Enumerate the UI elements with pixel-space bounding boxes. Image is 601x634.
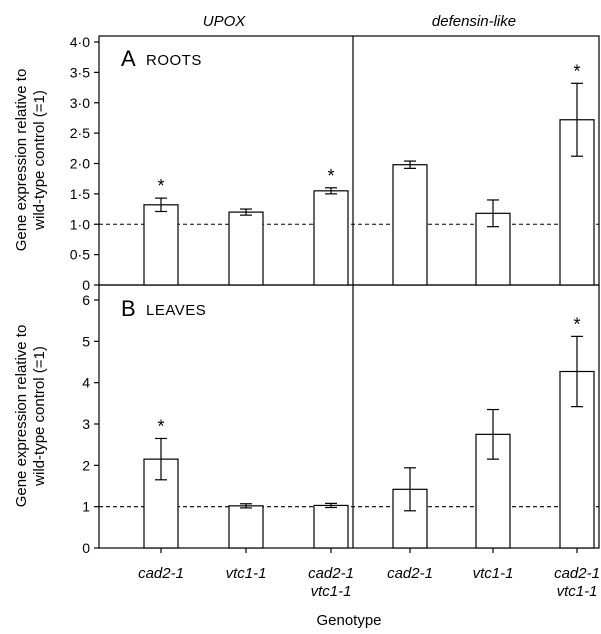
bar (143, 204, 179, 286)
x-category-label: vtc1-1 (473, 565, 514, 582)
x-category-label: cad2-1 (138, 565, 184, 582)
panel-a-ylabel-line2: wild-type control (=1) (31, 90, 48, 231)
panel-a-ylabel-line1: Gene expression relative to (13, 69, 30, 252)
x-category-label: vtc1-1 (557, 583, 598, 600)
y-tick-label: 3 (82, 416, 90, 432)
y-tick-label: 0 (82, 540, 90, 556)
y-tick-label: 6 (82, 292, 90, 308)
y-tick-label: 5 (82, 333, 90, 349)
y-tick-label: 1·5 (70, 186, 90, 202)
y-tick-label: 0·5 (70, 247, 90, 263)
x-category-label: cad2-1 (387, 565, 433, 582)
y-tick-label: 4 (82, 375, 90, 391)
group-title-upox: UPOX (203, 13, 247, 30)
significance-star: * (157, 416, 164, 436)
bar (392, 164, 428, 286)
y-tick-label: 3·5 (70, 64, 90, 80)
y-tick-label: 4·0 (70, 34, 90, 50)
bar (228, 211, 264, 286)
x-category-label: vtc1-1 (311, 583, 352, 600)
significance-star: * (327, 166, 334, 186)
significance-star: * (157, 176, 164, 196)
y-tick-label: 1 (82, 499, 90, 515)
panel-b-ylabel-line2: wild-type control (=1) (31, 346, 48, 487)
panel-b-letter: B (121, 296, 136, 321)
x-category-label: vtc1-1 (226, 565, 267, 582)
panel-b-name: LEAVES (146, 302, 206, 319)
panel-b-ylabel: Gene expression relative to wild-type co… (13, 325, 48, 508)
panel-a-name: ROOTS (146, 52, 202, 69)
x-category-label: cad2-1 (308, 565, 354, 582)
y-tick-label: 2 (82, 457, 90, 473)
y-tick-label: 0 (82, 277, 90, 293)
bar (313, 504, 349, 549)
panel-b-plot: 0 1 2 3 4 5 6 * * (82, 292, 599, 556)
y-tick-label: 2·0 (70, 156, 90, 172)
bar (313, 190, 349, 286)
panel-a-letter: A (121, 46, 136, 71)
y-tick-label: 2·5 (70, 125, 90, 141)
significance-star: * (573, 61, 580, 81)
y-tick-label: 3·0 (70, 95, 90, 111)
panel-b-frame (98, 284, 600, 549)
bar (228, 505, 264, 549)
group-title-defensin: defensin-like (432, 13, 516, 30)
significance-star: * (573, 314, 580, 334)
panel-b-ylabel-line1: Gene expression relative to (13, 325, 30, 508)
panel-a-plot: 0 0·5 1·0 1·5 2·0 2·5 3·0 3·5 4·0 * * * (70, 34, 599, 293)
x-axis-title: Genotype (316, 612, 381, 629)
y-tick-label: 1·0 (70, 216, 90, 232)
panel-a-ylabel: Gene expression relative to wild-type co… (13, 69, 48, 252)
x-category-label: cad2-1 (554, 565, 600, 582)
